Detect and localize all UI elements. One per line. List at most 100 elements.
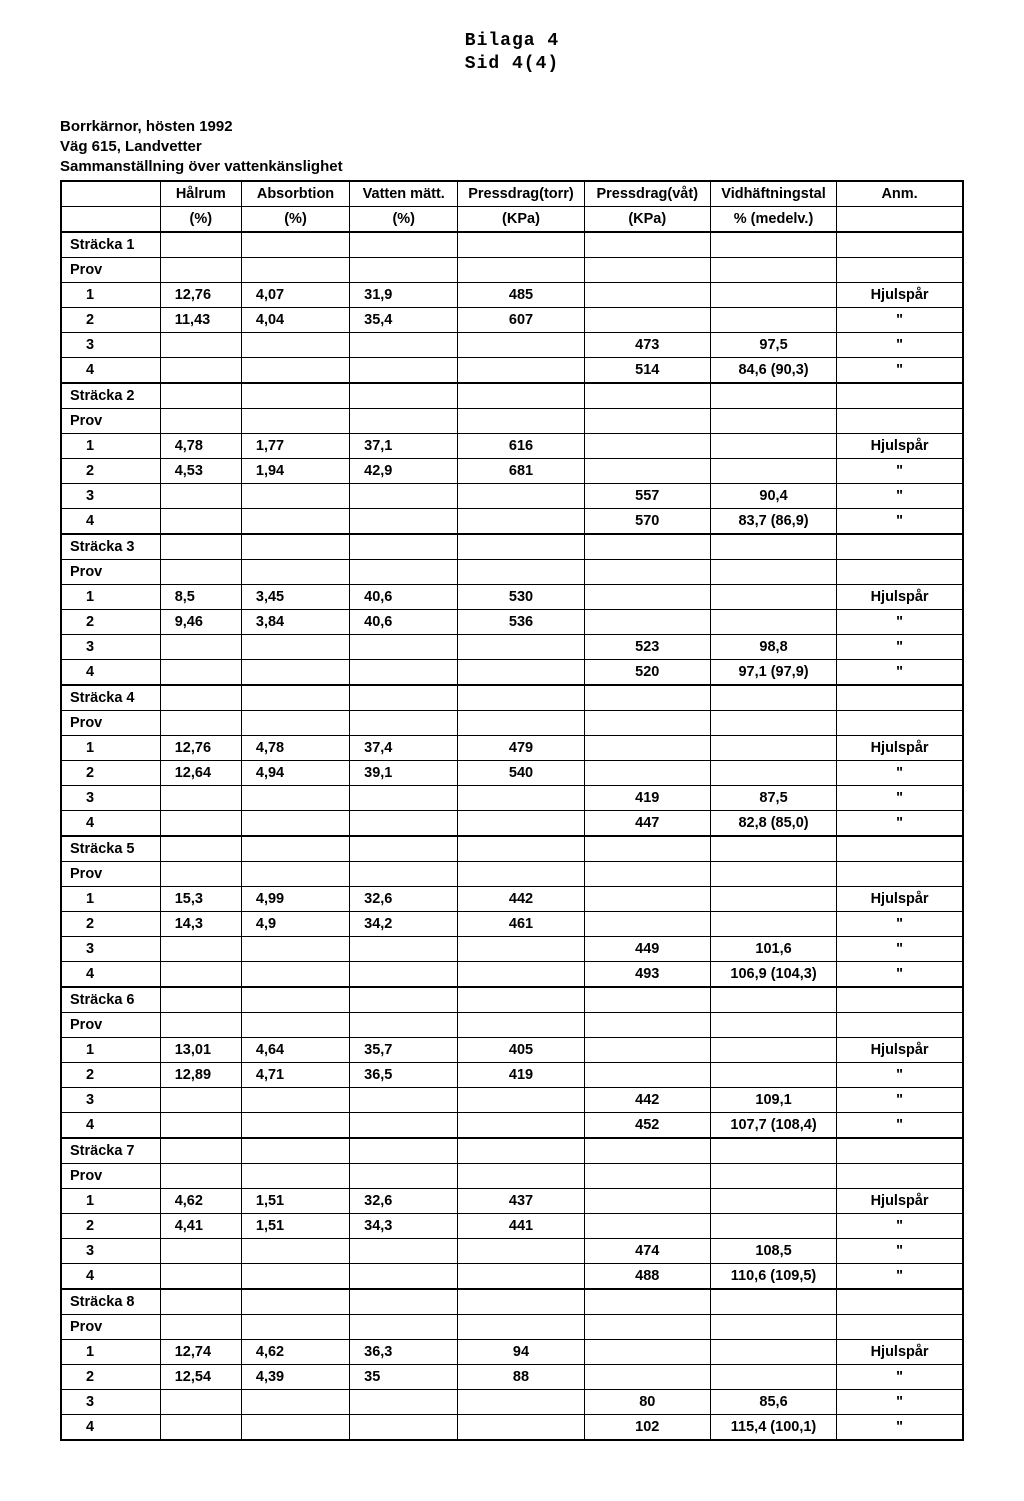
row-index-cell: 4 — [61, 659, 160, 685]
halrum-cell — [160, 659, 241, 685]
halrum-cell: 11,43 — [160, 307, 241, 332]
absorb-cell — [241, 1389, 349, 1414]
table-row: 3474108,5" — [61, 1238, 963, 1263]
row-index-cell: 2 — [61, 458, 160, 483]
pressdrag-torr-cell — [458, 810, 584, 836]
pressdrag-vat-cell: 570 — [584, 508, 710, 534]
section-title-cell: Sträcka 6 — [61, 987, 160, 1013]
pressdrag-torr-cell: 479 — [458, 735, 584, 760]
prov-label-cell: Prov — [61, 1012, 160, 1037]
absorb-cell: 4,71 — [241, 1062, 349, 1087]
empty-cell — [710, 987, 836, 1013]
halrum-cell — [160, 1389, 241, 1414]
empty-cell — [350, 232, 458, 258]
header-line-1: Bilaga 4 — [60, 30, 964, 53]
pressdrag-vat-cell — [584, 886, 710, 911]
pressdrag-vat-cell: 447 — [584, 810, 710, 836]
halrum-cell: 9,46 — [160, 609, 241, 634]
empty-cell — [584, 408, 710, 433]
prov-label-row: Prov — [61, 710, 963, 735]
halrum-cell: 12,64 — [160, 760, 241, 785]
empty-cell — [458, 1012, 584, 1037]
empty-cell — [350, 1314, 458, 1339]
pressdrag-torr-cell — [458, 1087, 584, 1112]
row-index-cell: 4 — [61, 961, 160, 987]
pressdrag-vat-cell — [584, 1213, 710, 1238]
empty-cell — [584, 1289, 710, 1315]
table-body: Sträcka 1Prov112,764,0731,9485Hjulspår21… — [61, 232, 963, 1440]
table-row: 451484,6 (90,3)" — [61, 357, 963, 383]
section-title-row: Sträcka 7 — [61, 1138, 963, 1164]
vattenmatt-cell — [350, 810, 458, 836]
halrum-cell — [160, 332, 241, 357]
empty-cell — [710, 257, 836, 282]
pressdrag-torr-cell — [458, 1112, 584, 1138]
row-index-cell: 3 — [61, 634, 160, 659]
prov-label-cell: Prov — [61, 559, 160, 584]
empty-cell — [584, 685, 710, 711]
pressdrag-torr-cell — [458, 1238, 584, 1263]
vidhaft-cell — [710, 760, 836, 785]
pressdrag-vat-cell — [584, 1339, 710, 1364]
vattenmatt-cell: 36,5 — [350, 1062, 458, 1087]
absorb-cell — [241, 810, 349, 836]
empty-cell — [458, 1289, 584, 1315]
absorb-cell — [241, 1112, 349, 1138]
empty-cell — [160, 836, 241, 862]
pressdrag-vat-cell — [584, 609, 710, 634]
halrum-cell — [160, 483, 241, 508]
anm-cell: " — [837, 1238, 963, 1263]
anm-cell: " — [837, 810, 963, 836]
empty-cell — [584, 836, 710, 862]
empty-cell — [584, 232, 710, 258]
empty-cell — [241, 1012, 349, 1037]
table-row: 113,014,6435,7405Hjulspår — [61, 1037, 963, 1062]
table-row: 347397,5" — [61, 332, 963, 357]
anm-cell: Hjulspår — [837, 584, 963, 609]
table-row: 24,411,5134,3441" — [61, 1213, 963, 1238]
table-row: 14,621,5132,6437Hjulspår — [61, 1188, 963, 1213]
empty-cell — [241, 232, 349, 258]
halrum-cell: 4,53 — [160, 458, 241, 483]
pressdrag-vat-cell — [584, 458, 710, 483]
table-row: 38085,6" — [61, 1389, 963, 1414]
absorb-cell — [241, 785, 349, 810]
empty-cell — [350, 861, 458, 886]
absorb-cell — [241, 1087, 349, 1112]
empty-cell — [458, 534, 584, 560]
table-row: 352398,8" — [61, 634, 963, 659]
vattenmatt-cell: 34,3 — [350, 1213, 458, 1238]
pressdrag-torr-cell — [458, 357, 584, 383]
empty-cell — [241, 257, 349, 282]
empty-cell — [350, 1012, 458, 1037]
vattenmatt-cell: 35,7 — [350, 1037, 458, 1062]
col-pressdragtorr-sub: (KPa) — [458, 206, 584, 232]
empty-cell — [160, 1289, 241, 1315]
vidhaft-cell — [710, 433, 836, 458]
empty-cell — [160, 1138, 241, 1164]
prov-label-cell: Prov — [61, 1314, 160, 1339]
empty-cell — [160, 1012, 241, 1037]
anm-cell: " — [837, 961, 963, 987]
table-row: 3449101,6" — [61, 936, 963, 961]
empty-cell — [350, 383, 458, 409]
table-row: 214,34,934,2461" — [61, 911, 963, 936]
empty-cell — [837, 534, 963, 560]
table-row: 355790,4" — [61, 483, 963, 508]
prov-label-row: Prov — [61, 408, 963, 433]
empty-cell — [458, 861, 584, 886]
halrum-cell — [160, 936, 241, 961]
section-title-cell: Sträcka 8 — [61, 1289, 160, 1315]
anm-cell: " — [837, 508, 963, 534]
vidhaft-cell — [710, 1339, 836, 1364]
anm-cell: " — [837, 483, 963, 508]
empty-cell — [837, 383, 963, 409]
vattenmatt-cell: 37,1 — [350, 433, 458, 458]
vattenmatt-cell — [350, 483, 458, 508]
vattenmatt-cell — [350, 961, 458, 987]
vidhaft-cell — [710, 1188, 836, 1213]
anm-cell: Hjulspår — [837, 282, 963, 307]
col-pressdragvat-sub: (KPa) — [584, 206, 710, 232]
absorb-cell — [241, 659, 349, 685]
empty-cell — [710, 861, 836, 886]
